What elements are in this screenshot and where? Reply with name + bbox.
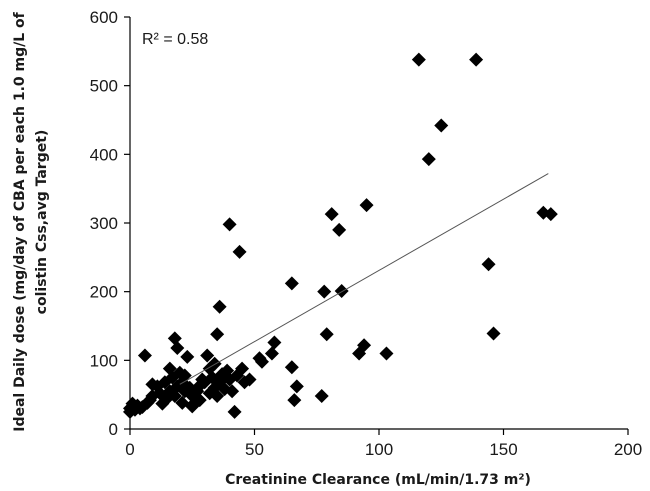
data-point xyxy=(324,207,339,222)
data-point xyxy=(359,198,374,213)
data-point xyxy=(137,348,152,363)
data-point xyxy=(287,393,302,408)
data-point xyxy=(357,338,372,353)
data-point xyxy=(227,404,242,419)
data-point xyxy=(481,257,496,272)
data-point xyxy=(170,340,185,355)
data-point xyxy=(254,354,269,369)
x-tick-label: 200 xyxy=(614,440,642,459)
y-tick-label: 300 xyxy=(90,214,118,233)
data-point xyxy=(235,361,250,376)
x-axis-title: Creatinine Clearance (mL/min/1.73 m²) xyxy=(225,472,531,488)
y-tick-label: 400 xyxy=(90,145,118,164)
data-point xyxy=(543,207,558,222)
y-axis-title-line-1: Ideal Daily dose (mg/day of CBA per each… xyxy=(12,11,28,431)
data-point xyxy=(210,389,225,404)
data-point xyxy=(284,360,299,375)
data-point xyxy=(434,118,449,133)
data-point xyxy=(332,222,347,237)
y-tick-label: 600 xyxy=(90,8,118,27)
data-point xyxy=(167,389,182,404)
data-point xyxy=(222,217,237,232)
data-point xyxy=(317,284,332,299)
x-tick-label: 0 xyxy=(125,440,134,459)
data-point xyxy=(284,276,299,291)
data-point xyxy=(232,244,247,259)
y-tick-label: 200 xyxy=(90,283,118,302)
x-tick-label: 50 xyxy=(245,440,264,459)
x-tick-label: 100 xyxy=(365,440,393,459)
data-point xyxy=(200,348,215,363)
y-axis-title: Ideal Daily dose (mg/day of CBA per each… xyxy=(12,11,50,431)
data-points xyxy=(123,52,558,419)
data-point xyxy=(411,52,426,67)
y-tick-label: 0 xyxy=(109,420,118,439)
data-point xyxy=(210,327,225,342)
data-point xyxy=(207,356,222,371)
data-point xyxy=(319,327,334,342)
axes: 0 100 200 300 400 500 600 0 50 100 150 200 xyxy=(90,8,643,459)
y-tick-label: 100 xyxy=(90,351,118,370)
data-point xyxy=(486,326,501,341)
data-point xyxy=(379,346,394,361)
data-point xyxy=(180,349,195,364)
data-point xyxy=(314,389,329,404)
data-point xyxy=(421,152,436,167)
data-point xyxy=(264,346,279,361)
y-axis-title-line-2: colistin Css,avg Target) xyxy=(34,130,50,315)
data-point xyxy=(225,384,240,399)
data-point xyxy=(334,283,349,298)
data-point xyxy=(469,52,484,67)
y-tick-label: 500 xyxy=(90,77,118,96)
data-point xyxy=(192,393,207,408)
data-point xyxy=(212,299,227,314)
r-squared-annotation: R² = 0.58 xyxy=(142,31,208,48)
trendline xyxy=(179,173,549,385)
data-point xyxy=(242,372,257,387)
data-point xyxy=(267,335,282,350)
x-tick-label: 150 xyxy=(489,440,517,459)
data-point xyxy=(167,331,182,346)
data-point xyxy=(289,379,304,394)
